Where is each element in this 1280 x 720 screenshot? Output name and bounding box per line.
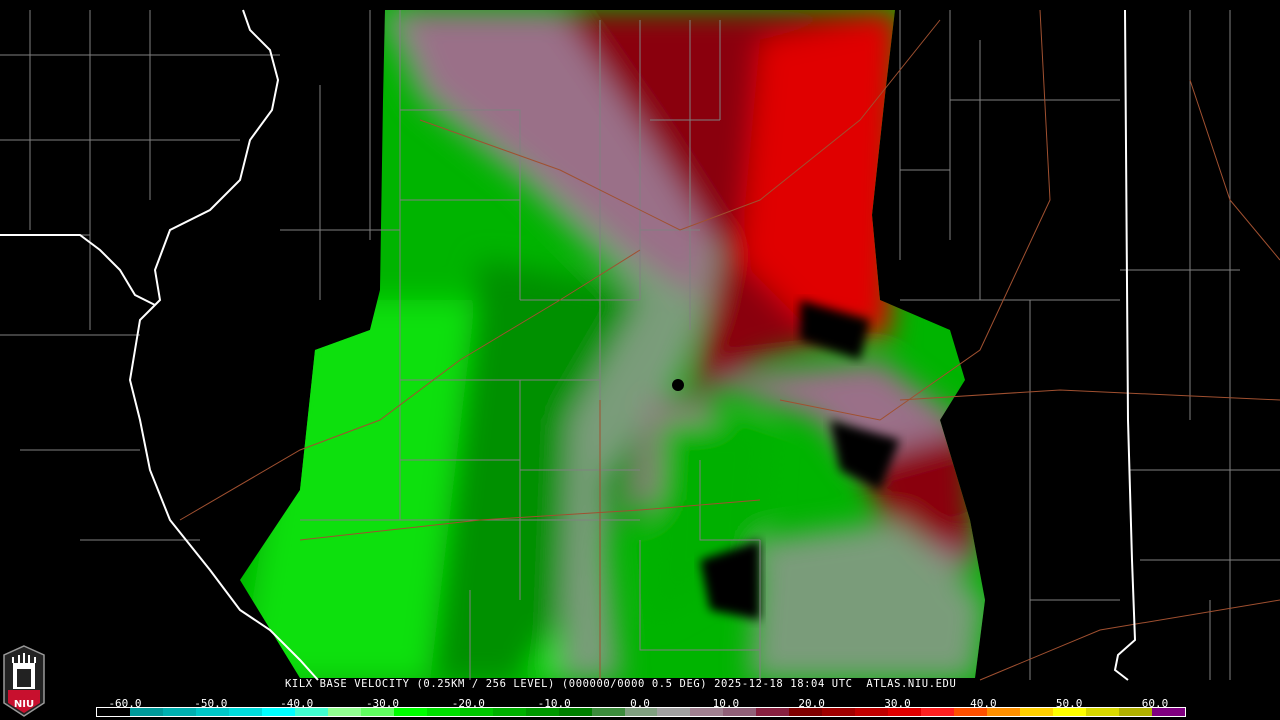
product-caption: KILX BASE VELOCITY (0.25KM / 256 LEVEL) … <box>285 678 957 690</box>
colorbar-swatch <box>1053 708 1087 716</box>
colorbar-tick-label: -10.0 <box>537 697 571 710</box>
colorbar-swatch <box>327 708 361 716</box>
colorbar-swatch <box>756 708 790 716</box>
colorbar-tick-label: 10.0 <box>712 697 740 710</box>
colorbar-swatch <box>822 708 856 716</box>
colorbar-swatch <box>426 708 460 716</box>
colorbar-swatch <box>921 708 955 716</box>
colorbar-swatch <box>1086 708 1120 716</box>
colorbar-tick-label: 20.0 <box>798 697 825 710</box>
colorbar-tick-label: 30.0 <box>884 697 911 710</box>
colorbar-swatch <box>1020 708 1054 716</box>
colorbar-tick-label: 60.0 <box>1141 697 1169 710</box>
colorbar-tick-label: -60.0 <box>108 697 142 710</box>
colorbar-swatch <box>459 708 493 716</box>
colorbar-swatch <box>657 708 691 716</box>
velocity-colorbar <box>96 707 1186 717</box>
colorbar-tick-label: -50.0 <box>194 697 228 710</box>
colorbar-swatch <box>228 708 262 716</box>
colorbar-swatch <box>525 708 559 716</box>
colorbar-swatch <box>888 708 922 716</box>
colorbar-tick-label: 0.0 <box>630 697 650 710</box>
colorbar-swatch <box>393 708 427 716</box>
colorbar-tick-label: -30.0 <box>365 697 400 710</box>
colorbar-swatch <box>789 708 823 716</box>
colorbar-swatch <box>492 708 526 716</box>
niu-logo: NIU <box>3 645 45 717</box>
colorbar-swatch <box>294 708 328 716</box>
colorbar-tick-label: -40.0 <box>280 697 314 710</box>
colorbar-labels: -60.0 -50.0 -40.0 -30.0 -20.0 -10.0 0.0 10.0 20.… <box>0 697 1280 710</box>
colorbar-swatch <box>360 708 394 716</box>
highways <box>179 9 1280 681</box>
colorbar-swatch <box>624 708 658 716</box>
county-lines <box>0 10 1280 680</box>
colorbar-swatch <box>690 708 724 716</box>
colorbar-swatch <box>558 708 592 716</box>
colorbar-swatch <box>591 708 625 716</box>
colorbar-tick-label: -20.0 <box>451 697 485 710</box>
colorbar-swatch <box>162 708 196 716</box>
colorbar-swatch <box>261 708 295 716</box>
colorbar-swatch <box>1119 708 1152 716</box>
colorbar-swatch <box>855 708 889 716</box>
colorbar-tick-label: 40.0 <box>970 697 997 710</box>
velocity-field <box>240 10 985 678</box>
state-borders <box>0 9 1137 681</box>
colorbar-swatch <box>987 708 1021 716</box>
radar-site-marker <box>672 379 684 391</box>
colorbar-swatch <box>97 708 130 716</box>
colorbar-tick-label: 50.0 <box>1055 697 1083 710</box>
svg-text:NIU: NIU <box>14 699 34 710</box>
colorbar-swatch <box>195 708 229 716</box>
colorbar-swatch <box>954 708 988 716</box>
colorbar-swatch <box>723 708 757 716</box>
colorbar-swatch <box>1152 708 1185 716</box>
colorbar-swatch <box>129 708 163 716</box>
